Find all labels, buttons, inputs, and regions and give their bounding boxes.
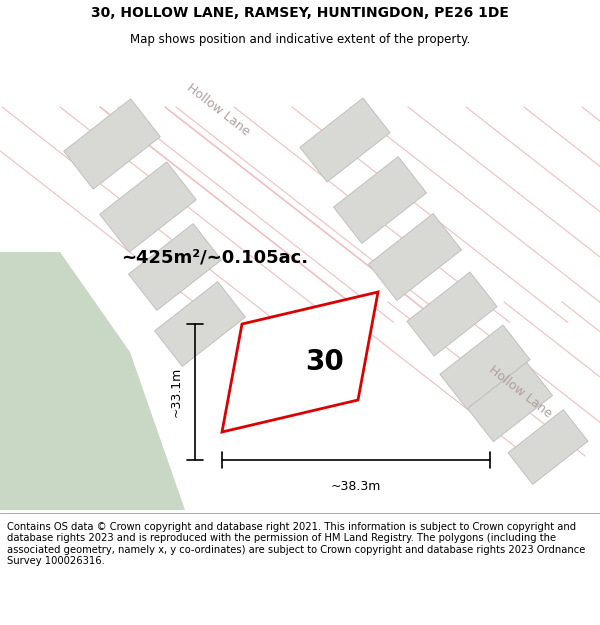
- Text: 30: 30: [305, 348, 344, 376]
- Polygon shape: [368, 214, 461, 301]
- Polygon shape: [508, 410, 588, 484]
- Polygon shape: [440, 325, 530, 409]
- Polygon shape: [155, 282, 245, 366]
- Polygon shape: [100, 162, 196, 252]
- Polygon shape: [222, 292, 378, 432]
- Text: Contains OS data © Crown copyright and database right 2021. This information is : Contains OS data © Crown copyright and d…: [7, 521, 586, 566]
- Text: Hollow Lane: Hollow Lane: [486, 363, 554, 421]
- Polygon shape: [300, 98, 390, 182]
- Polygon shape: [334, 157, 427, 243]
- Text: Map shows position and indicative extent of the property.: Map shows position and indicative extent…: [130, 32, 470, 46]
- Text: 30, HOLLOW LANE, RAMSEY, HUNTINGDON, PE26 1DE: 30, HOLLOW LANE, RAMSEY, HUNTINGDON, PE2…: [91, 6, 509, 20]
- Text: ~38.3m: ~38.3m: [331, 480, 381, 493]
- Polygon shape: [467, 362, 553, 442]
- Polygon shape: [0, 252, 185, 510]
- Text: ~33.1m: ~33.1m: [170, 367, 183, 417]
- Polygon shape: [128, 224, 221, 311]
- Polygon shape: [407, 272, 497, 356]
- Polygon shape: [64, 99, 160, 189]
- Text: ~425m²/~0.105ac.: ~425m²/~0.105ac.: [121, 248, 308, 266]
- Text: Hollow Lane: Hollow Lane: [184, 81, 252, 139]
